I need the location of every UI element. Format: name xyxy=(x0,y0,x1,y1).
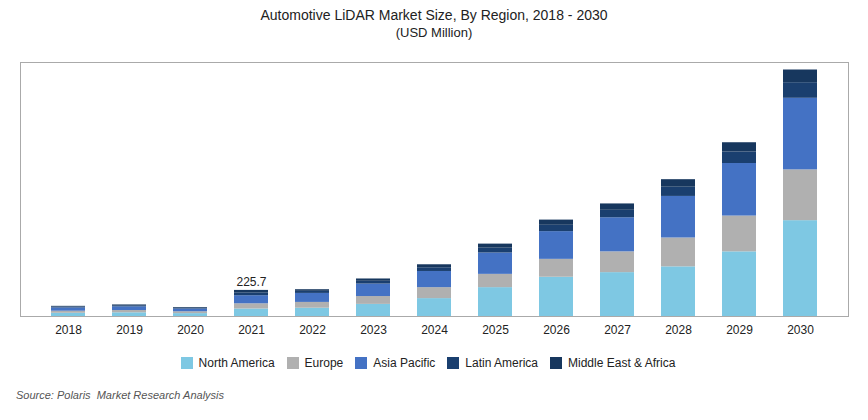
html-text:Automotive LiDAR Market Size,: Automotive LiDAR Market Size, By Region,… xyxy=(260,7,608,23)
svg-text:2022: 2022 xyxy=(299,323,326,337)
svg-text:2027: 2027 xyxy=(604,323,631,337)
svg-text:2019: 2019 xyxy=(116,323,143,337)
svg-text:2018: 2018 xyxy=(55,323,82,337)
html-text:Europe: Europe xyxy=(304,355,344,370)
svg-text:2029: 2029 xyxy=(726,323,753,337)
svg-text:2030: 2030 xyxy=(787,323,814,337)
svg-text:2020: 2020 xyxy=(177,323,204,337)
html-text:Latin America: Latin America xyxy=(465,355,538,370)
svg-text:2026: 2026 xyxy=(543,323,570,337)
html-text:Asia Pacific: Asia Pacific xyxy=(373,355,436,370)
html-text:Source: Polaris Market Researc: Source: Polaris Market Research Analysis xyxy=(16,389,225,401)
svg-text:2024: 2024 xyxy=(421,323,448,337)
svg-text:225.7: 225.7 xyxy=(236,275,266,289)
svg-text:2028: 2028 xyxy=(665,323,692,337)
html-text:(USD Million): (USD Million) xyxy=(395,25,473,40)
html-text:Middle East & Africa: Middle East & Africa xyxy=(568,355,676,370)
svg-text:2021: 2021 xyxy=(238,323,265,337)
svg-text:2025: 2025 xyxy=(482,323,509,337)
svg-text:2023: 2023 xyxy=(360,323,387,337)
html-text:North America: North America xyxy=(198,355,275,370)
